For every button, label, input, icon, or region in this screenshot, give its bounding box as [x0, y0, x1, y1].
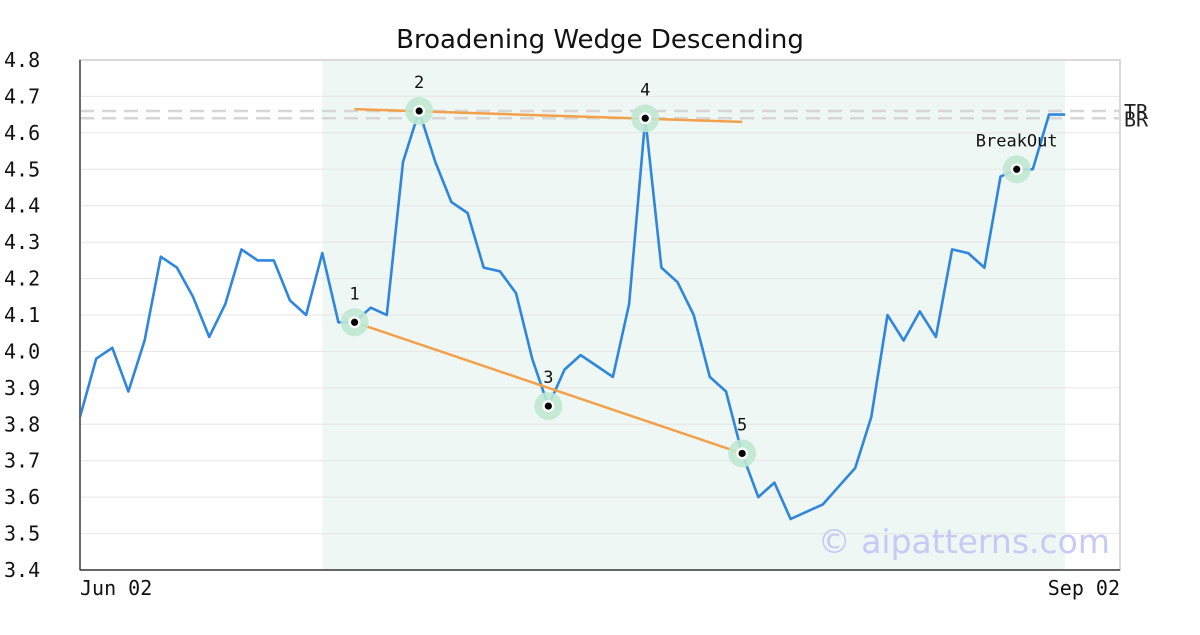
x-tick-label: Jun 02 — [80, 576, 152, 600]
lower-trend-line — [354, 321, 743, 455]
price-series-line — [78, 109, 1066, 521]
pivot-dot — [738, 449, 746, 458]
pivot-label-2: 2 — [414, 73, 424, 93]
y-tick-label: 4.8 — [4, 48, 40, 72]
pivot-label-1: 1 — [349, 284, 359, 304]
y-tick-label: 3.5 — [4, 522, 40, 546]
y-tick-label: 3.7 — [4, 449, 40, 473]
pivot-dot — [641, 114, 649, 122]
y-tick-label: 4.3 — [4, 230, 40, 254]
y-tick-label: 3.9 — [4, 376, 40, 400]
y-tick-label: 4.7 — [4, 84, 40, 108]
pivot-dot — [415, 107, 423, 115]
y-tick-label: 4.4 — [4, 194, 40, 218]
pivot-dot — [1013, 165, 1021, 173]
y-tick-label: 4.1 — [4, 303, 40, 327]
watermark: © aipatterns.com — [818, 522, 1110, 561]
pivot-label-5: 5 — [737, 415, 747, 435]
level-label-br: BR — [1124, 107, 1149, 131]
pivot-dot — [350, 318, 359, 326]
level-label-tr: TR — [1124, 100, 1149, 124]
y-tick-label: 4.0 — [4, 339, 40, 363]
chart-title: Broadening Wedge Descending — [396, 25, 804, 55]
y-tick-label: 3.6 — [4, 485, 40, 509]
y-tick-label: 4.6 — [4, 121, 40, 145]
pivot-dot — [544, 402, 552, 410]
y-tick-label: 4.2 — [4, 267, 40, 291]
y-tick-label: 3.8 — [4, 412, 40, 436]
pivot-label-3: 3 — [543, 368, 553, 388]
y-tick-label: 3.4 — [4, 558, 40, 582]
pivot-label-4: 4 — [640, 80, 650, 100]
breakout-label: BreakOut — [976, 131, 1058, 151]
y-tick-label: 4.5 — [4, 157, 40, 181]
x-tick-label: Sep 02 — [1048, 576, 1120, 600]
